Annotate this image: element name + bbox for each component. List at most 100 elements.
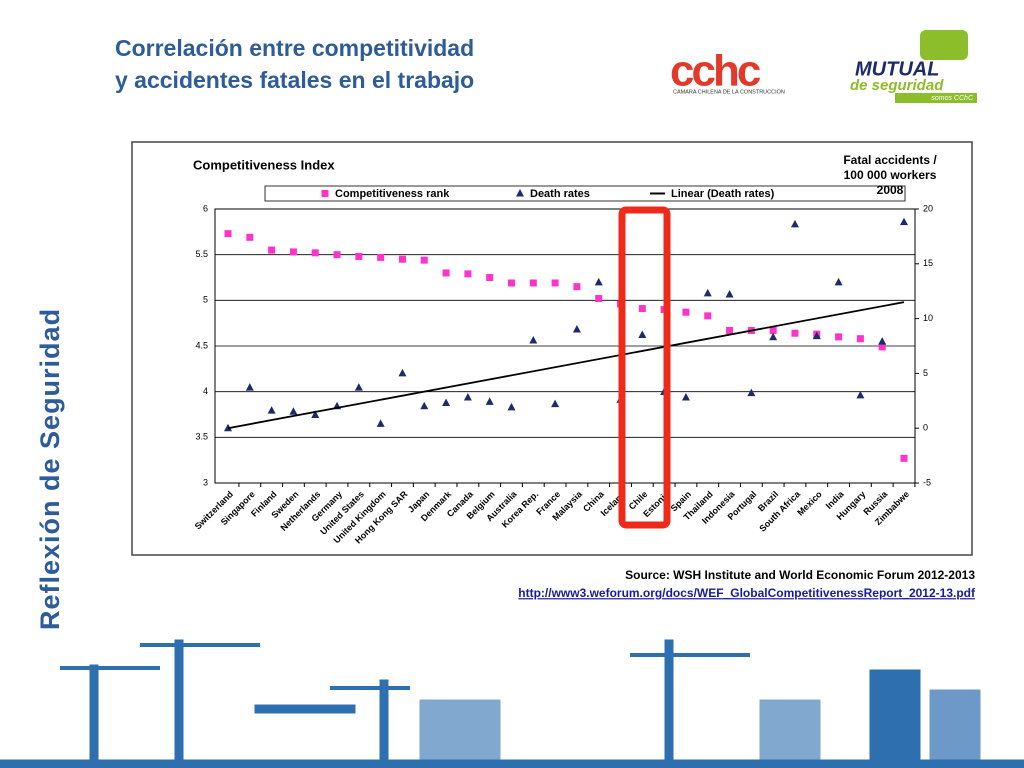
point bbox=[442, 398, 451, 406]
point bbox=[791, 329, 799, 337]
y-tick-label: 3 bbox=[203, 477, 208, 487]
point bbox=[485, 397, 494, 405]
point bbox=[900, 454, 908, 462]
point bbox=[267, 406, 276, 414]
y2-tick-label: 0 bbox=[923, 423, 928, 433]
point bbox=[638, 330, 647, 339]
point bbox=[311, 249, 319, 257]
point bbox=[486, 274, 494, 281]
point bbox=[377, 253, 385, 261]
logo-mutual: MUTUAL bbox=[855, 58, 939, 80]
y-tick-label: 5 bbox=[203, 295, 208, 305]
title-line: y accidentes fatales en el trabajo bbox=[115, 67, 474, 93]
point bbox=[246, 233, 254, 241]
point bbox=[681, 393, 690, 401]
point bbox=[529, 279, 537, 287]
logo-tag-bg bbox=[895, 93, 977, 103]
point bbox=[572, 325, 581, 333]
point bbox=[507, 402, 516, 411]
point bbox=[321, 190, 329, 197]
building bbox=[929, 689, 981, 761]
title-line: Correlación entre competitividad bbox=[115, 35, 474, 61]
skyline bbox=[0, 639, 1024, 768]
point bbox=[442, 269, 450, 277]
point bbox=[311, 410, 320, 419]
point bbox=[376, 419, 385, 427]
point bbox=[704, 312, 712, 320]
y-tick-label: 4.5 bbox=[195, 340, 208, 350]
point bbox=[856, 390, 865, 399]
point bbox=[551, 399, 560, 408]
y2-title: 2008 bbox=[877, 183, 904, 197]
point bbox=[529, 336, 538, 344]
y2-title: 100 000 workers bbox=[844, 168, 937, 182]
point bbox=[463, 393, 472, 401]
highlight bbox=[618, 206, 671, 529]
point bbox=[769, 332, 778, 341]
point bbox=[420, 401, 429, 410]
beam bbox=[254, 704, 356, 714]
building bbox=[759, 699, 821, 761]
point bbox=[268, 246, 276, 254]
y2-tick-label: 15 bbox=[923, 258, 933, 268]
point bbox=[725, 289, 734, 298]
source: Source: WSH Institute and World Economic… bbox=[625, 568, 975, 582]
point bbox=[638, 305, 646, 313]
logo-tag: somos CChC bbox=[931, 95, 974, 102]
point bbox=[464, 270, 472, 278]
y2-tick-label: 20 bbox=[923, 203, 933, 213]
logo-mark bbox=[920, 30, 968, 60]
y-tick-label: 3.5 bbox=[195, 432, 208, 442]
point bbox=[834, 277, 843, 286]
point bbox=[769, 326, 777, 334]
point bbox=[812, 331, 821, 340]
y-tick-label: 5.5 bbox=[195, 249, 208, 259]
point bbox=[398, 255, 406, 263]
point bbox=[551, 279, 559, 287]
legend-label: Linear (Death rates) bbox=[671, 188, 775, 200]
point bbox=[878, 337, 887, 345]
y-tick-label: 4 bbox=[203, 386, 208, 396]
y2-title: Fatal accidents / bbox=[843, 153, 937, 167]
side-label: Reflexión de Seguridad bbox=[35, 308, 65, 630]
source-link[interactable]: http://www3.weforum.org/docs/WEF_GlobalC… bbox=[518, 586, 976, 600]
y2-tick-label: 5 bbox=[923, 368, 928, 378]
y2-tick-label: -5 bbox=[923, 477, 931, 487]
crane bbox=[379, 679, 389, 761]
chart-frame bbox=[131, 141, 973, 556]
logo-cchc: cchc bbox=[670, 47, 761, 96]
point bbox=[594, 277, 603, 286]
logo-caption: CAMARA CHILENA DE LA CONSTRUCCION bbox=[673, 89, 785, 95]
building bbox=[869, 669, 921, 761]
crane bbox=[174, 639, 184, 761]
building bbox=[419, 699, 501, 761]
legend bbox=[264, 185, 906, 202]
point bbox=[878, 343, 886, 351]
point bbox=[333, 251, 341, 259]
point bbox=[245, 383, 254, 391]
point bbox=[224, 230, 232, 238]
legend-label: Death rates bbox=[530, 188, 590, 200]
y2-tick-label: 10 bbox=[923, 313, 933, 323]
point bbox=[420, 256, 428, 264]
point bbox=[573, 283, 581, 291]
point bbox=[595, 295, 603, 303]
point bbox=[507, 279, 515, 287]
point bbox=[516, 189, 524, 197]
point bbox=[703, 288, 712, 297]
point bbox=[354, 383, 363, 391]
point bbox=[856, 335, 864, 343]
point bbox=[835, 333, 843, 341]
logo-mutual-sub: de seguridad bbox=[850, 77, 944, 94]
point bbox=[289, 407, 298, 415]
crane bbox=[89, 664, 99, 761]
legend-label: Competitiveness rank bbox=[335, 188, 450, 200]
point bbox=[790, 219, 799, 228]
point bbox=[747, 388, 756, 397]
chart-title: Competitiveness Index bbox=[193, 157, 335, 172]
ground bbox=[0, 759, 1024, 768]
y-tick-label: 6 bbox=[203, 203, 208, 213]
point bbox=[682, 308, 690, 316]
